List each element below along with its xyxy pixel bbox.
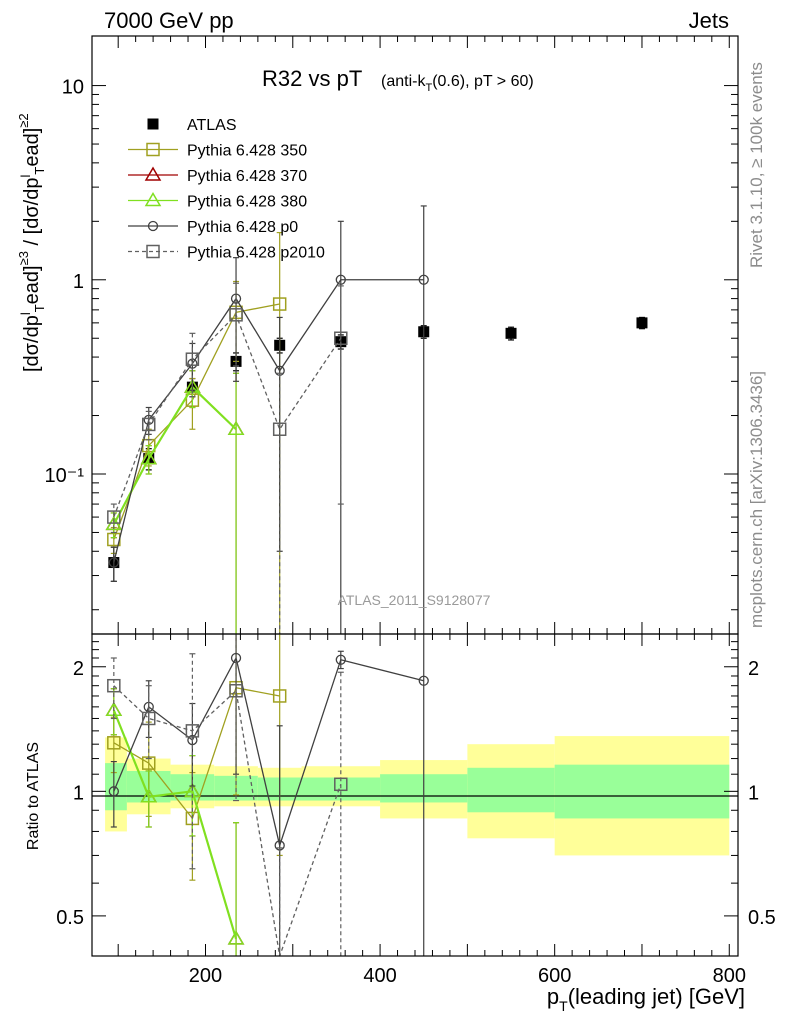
legend-label: ATLAS xyxy=(187,117,237,134)
chart-title-detail: (anti-kT(0.6), pT > 60) xyxy=(381,73,534,94)
main-data-point xyxy=(272,422,287,436)
ratio-data-point xyxy=(227,930,245,945)
main-y-axis-label: [dσ/dplTead]≥3 / [dσ/dplTead]≥2 xyxy=(16,113,47,372)
legend-entry: Pythia 6.428 380 xyxy=(128,192,307,211)
main-series-line xyxy=(113,303,280,540)
analysis-group-label: Jets xyxy=(689,8,729,33)
legend-entry: Pythia 6.428 350 xyxy=(128,143,307,160)
main-series-6 xyxy=(107,282,348,634)
main-data-point xyxy=(229,308,243,322)
main-data-point xyxy=(335,274,346,285)
ratio-inner-band xyxy=(554,764,730,819)
ratio-inner-band xyxy=(467,767,555,813)
main-series-2 xyxy=(107,231,287,634)
legend-marker xyxy=(147,118,159,130)
main-data-point xyxy=(505,327,517,339)
legend-entry: Pythia 6.428 p2010 xyxy=(128,245,325,262)
main-data-point xyxy=(185,352,200,366)
main-data-point xyxy=(141,417,156,432)
legend-label: Pythia 6.428 p2010 xyxy=(187,245,325,262)
main-series-5 xyxy=(108,205,429,634)
ratio-data-point xyxy=(185,724,200,738)
x-tick-label: 200 xyxy=(189,965,222,987)
y-tick-label: 10 xyxy=(62,77,84,99)
x-axis-label: pT(leading jet) [GeV] xyxy=(547,984,745,1014)
legend-label: Pythia 6.428 350 xyxy=(187,143,307,160)
legend: ATLAS Pythia 6.428 350 Pythia 6.428 370 Pyt… xyxy=(128,117,325,262)
ratio-y-tick-label: 2 xyxy=(73,658,84,680)
legend-marker xyxy=(146,142,160,157)
ratio-panel: 200 400 600 800 0.5 0.5 1 1 2 2 xyxy=(56,633,776,987)
ratio-series-line xyxy=(112,709,238,940)
ratio-data-point xyxy=(418,675,429,686)
main-data-point xyxy=(108,557,119,568)
x-tick-label: 600 xyxy=(538,965,571,987)
ratio-data-point xyxy=(140,788,158,803)
main-series-line xyxy=(112,385,237,525)
legend-label: Pythia 6.428 370 xyxy=(187,168,307,185)
ratio-series-line xyxy=(113,656,424,848)
ratio-data-point xyxy=(107,678,121,693)
main-series-layer xyxy=(105,205,648,634)
ratio-data-point xyxy=(335,654,346,665)
ratio-y-tick-label: 1 xyxy=(73,782,84,804)
legend-marker xyxy=(144,192,162,207)
main-data-point xyxy=(636,317,648,329)
ratio-y-tick-label-right: 0.5 xyxy=(748,907,776,929)
x-tick-label: 400 xyxy=(363,965,396,987)
ratio-data-point xyxy=(187,734,198,746)
x-tick-label: 800 xyxy=(713,965,746,987)
ratio-data-point xyxy=(107,736,121,750)
main-data-point xyxy=(272,297,287,311)
ratio-data-point xyxy=(334,777,348,792)
legend-marker xyxy=(144,166,162,181)
main-data-point xyxy=(418,274,429,285)
ratio-data-point xyxy=(272,689,287,703)
legend-label: Pythia 6.428 p0 xyxy=(187,219,298,236)
ratio-panel-frame xyxy=(91,633,739,957)
ratio-series-layer xyxy=(105,634,429,957)
y-tick-label: 1 xyxy=(73,271,84,293)
ratio-data-point xyxy=(229,684,243,698)
legend-label: Pythia 6.428 380 xyxy=(187,194,307,211)
ratio-series-5 xyxy=(107,634,348,957)
ratio-y-tick-label: 0.5 xyxy=(56,907,84,929)
ratio-y-axis-label: Ratio to ATLAS xyxy=(25,742,42,850)
main-data-point xyxy=(107,510,121,524)
legend-marker xyxy=(147,220,159,232)
chart-title: R32 vs pT xyxy=(262,66,362,91)
ratio-data-point xyxy=(108,786,119,797)
ratio-y-tick-label-right: 1 xyxy=(748,782,759,804)
beam-label: 7000 GeV pp xyxy=(104,8,234,33)
ratio-y-tick-label-right: 2 xyxy=(748,658,759,680)
main-data-point xyxy=(140,450,158,465)
main-panel: 10⁻¹ 1 10 xyxy=(45,35,739,635)
mcplots-credit-label: mcplots.cern.ch [arXiv:1306.3436] xyxy=(747,371,766,628)
legend-entry: Pythia 6.428 p0 xyxy=(128,219,298,236)
legend-entry: ATLAS xyxy=(147,117,237,134)
main-data-point xyxy=(334,331,348,345)
ratio-inner-band xyxy=(301,777,381,801)
ratio-data-point xyxy=(141,711,156,726)
rivet-version-label: Rivet 3.1.10, ≥ 100k events xyxy=(747,62,766,268)
y-tick-label: 10⁻¹ xyxy=(45,465,85,487)
main-series-line xyxy=(113,386,237,525)
main-series-line xyxy=(113,279,424,563)
main-series-1 xyxy=(108,316,648,582)
ratio-series-line xyxy=(113,685,342,957)
analysis-watermark: ATLAS_2011_S9128077 xyxy=(338,592,491,608)
legend-entry: Pythia 6.428 370 xyxy=(128,166,307,185)
main-data-point xyxy=(227,420,245,435)
main-series-line xyxy=(113,313,342,518)
legend-marker xyxy=(146,244,160,259)
